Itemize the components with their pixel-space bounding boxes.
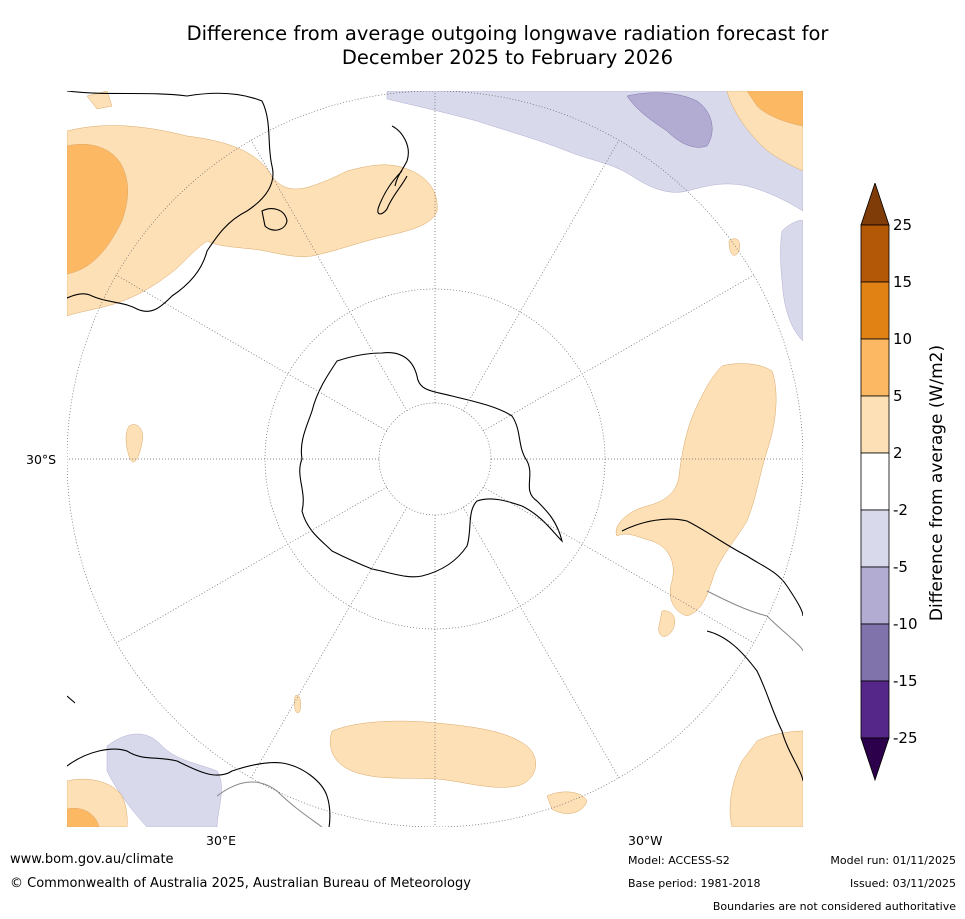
anomaly-positive-south-atlantic [329, 720, 536, 788]
colorbar-segment [860, 395, 890, 454]
anomaly-moderate-ne [746, 91, 803, 127]
meridian [115, 486, 388, 644]
anomaly-positive-australia [67, 125, 438, 317]
border-south-america [706, 590, 803, 652]
colorbar-segment [860, 224, 890, 283]
southern-hemisphere-map [67, 91, 803, 827]
coastline-africa [67, 748, 331, 827]
anomaly-moderate-australia [67, 143, 128, 275]
colorbar-tick-label: -5 [893, 558, 908, 576]
colorbar-segment [860, 737, 890, 782]
colorbar [860, 183, 890, 782]
colorbar-title: Difference from average (W/m2) [927, 344, 947, 622]
meridian [250, 139, 408, 412]
meridian [115, 274, 388, 432]
coastline-south-america-2 [706, 630, 803, 782]
anomaly-moderate-negative [626, 92, 713, 148]
colorbar-segment [860, 281, 890, 340]
anomaly-fields [67, 91, 803, 827]
colorbar-tick-label: -2 [893, 501, 908, 519]
anomaly-moderate-sw [67, 808, 100, 827]
coastline-new-zealand-north [391, 125, 409, 187]
colorbar-tick-label: 5 [893, 387, 903, 405]
colorbar-tick-label: -15 [893, 672, 918, 690]
coastline-madagascar [67, 695, 76, 704]
colorbar-segment [860, 338, 890, 397]
colorbar-tick-label: 15 [893, 273, 913, 291]
anomaly-negative-pacific-2 [780, 220, 803, 342]
longitude-label-30w: 30°W [628, 833, 663, 848]
colorbar-segment [860, 623, 890, 682]
colorbar-tick-label: 10 [893, 330, 913, 348]
anomaly-positive-small-3 [658, 610, 676, 637]
meridian [482, 274, 755, 432]
coastline-australia [67, 91, 274, 312]
anomaly-positive-se [729, 730, 803, 827]
copyright-text: © Commonwealth of Australia 2025, Austra… [10, 876, 471, 891]
graticule [67, 91, 803, 827]
title-line-2: December 2025 to February 2026 [341, 46, 674, 69]
colorbar-tick-label: 2 [893, 444, 903, 462]
disclaimer-text: Boundaries are not considered authoritat… [712, 900, 956, 913]
base-period-label: Base period: 1981-2018 [628, 877, 761, 890]
issued-label: Issued: 03/11/2025 [849, 877, 956, 890]
colorbar-segment [860, 452, 890, 511]
meridian [482, 486, 755, 644]
meridian [462, 139, 620, 412]
colorbar-tick-label: -25 [893, 729, 918, 747]
title-line-1: Difference from average outgoing longwav… [186, 22, 829, 45]
longitude-label-30e: 30°E [206, 833, 237, 848]
coastlines [67, 91, 803, 827]
coastline-antarctica [299, 352, 564, 578]
map-title: Difference from average outgoing longwav… [0, 22, 965, 70]
colorbar-segment [860, 680, 890, 739]
meridian [462, 506, 620, 779]
anomaly-positive-south-america [615, 363, 777, 617]
model-run-label: Model run: 01/11/2025 [830, 854, 956, 867]
colorbar-segment [860, 183, 890, 226]
meridian [250, 506, 408, 779]
model-label: Model: ACCESS-S2 [628, 854, 730, 867]
anomaly-positive-small-2 [728, 238, 740, 256]
anomaly-negative-africa [106, 733, 222, 827]
coastline-tasmania [261, 208, 288, 231]
latitude-label-30s: 30°S [26, 452, 57, 467]
anomaly-positive-small-5 [125, 424, 143, 463]
coastline-new-zealand-south [377, 170, 408, 215]
website-link[interactable]: www.bom.gov.au/climate [10, 852, 174, 867]
anomaly-positive-small-6 [294, 695, 301, 714]
anomaly-positive-small-4 [546, 791, 588, 814]
colorbar-segment [860, 566, 890, 625]
colorbar-segment [860, 509, 890, 568]
colorbar-tick-label: -10 [893, 615, 918, 633]
colorbar-tick-label: 25 [893, 216, 913, 234]
coastline-south-america [621, 518, 803, 617]
